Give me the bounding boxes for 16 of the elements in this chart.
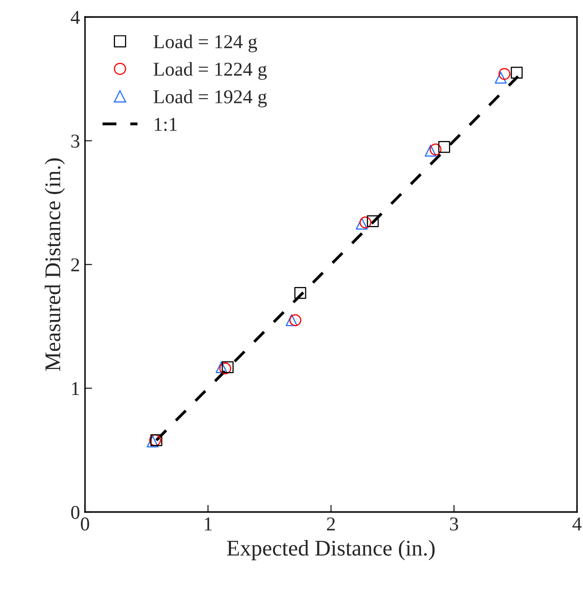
x-axis-title: Expected Distance (in.) [227, 540, 435, 560]
y-tick-label: 0 [71, 506, 80, 519]
x-tick-label: 4 [572, 518, 582, 530]
x-tick-label: 3 [450, 517, 458, 531]
y-tick-label: 4 [70, 10, 80, 24]
x-tick-label: 0 [80, 517, 90, 531]
legend-label: 1:1 [154, 118, 177, 131]
x-tick-label: 2 [326, 517, 335, 530]
x-tick-label: 1 [204, 518, 212, 530]
y-axis-title: Measured Distance (in.) [44, 158, 65, 371]
y-tick-label: 3 [71, 134, 80, 148]
legend-label: Load = 1224 g [154, 62, 267, 80]
y-tick-label: 1 [72, 382, 79, 395]
y-tick-label: 2 [71, 258, 80, 272]
legend-label: Load = 124 g [154, 34, 258, 52]
legend-label: Load = 1924 g [154, 90, 267, 108]
